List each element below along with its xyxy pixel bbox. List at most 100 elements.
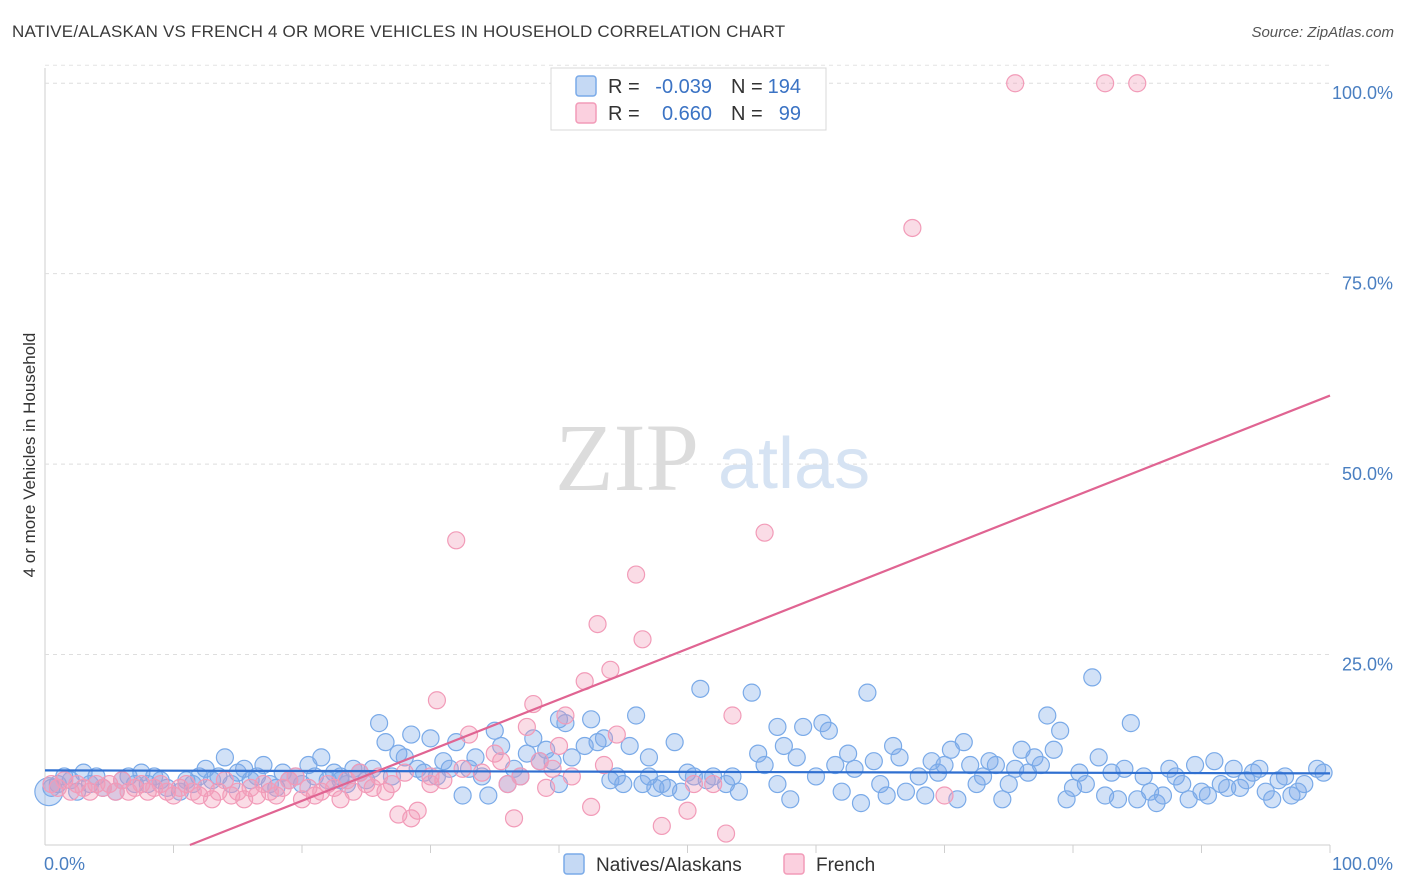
natives-point <box>839 744 858 763</box>
natives-trend-line <box>44 769 1331 775</box>
stats-legend: R = -0.039 N = 194 R = 0.660 N = 99 <box>550 67 827 131</box>
natives-point <box>626 706 646 725</box>
french-point <box>106 782 125 801</box>
natives-point <box>1263 790 1282 809</box>
natives-point <box>826 755 845 775</box>
natives-point <box>877 786 896 805</box>
watermark-zip: ZIP <box>555 404 699 511</box>
french-point <box>453 759 472 778</box>
natives-point <box>543 752 562 771</box>
natives-point <box>935 755 954 775</box>
natives-point <box>864 752 883 771</box>
legend-label-natives: Natives/Alaskans <box>596 855 742 876</box>
legend-swatch-natives-bottom <box>563 853 585 875</box>
legend-r-value: 0.660 <box>662 103 712 125</box>
natives-point <box>832 782 851 801</box>
natives-point <box>1275 767 1295 786</box>
french-point <box>402 809 421 828</box>
french-point <box>723 706 742 725</box>
x-tick-label: 0.0% <box>44 854 85 874</box>
natives-point <box>1256 782 1275 801</box>
french-point <box>704 774 723 794</box>
natives-point <box>806 767 826 786</box>
natives-point <box>1198 786 1218 805</box>
natives-point <box>729 782 749 801</box>
watermark-atlas: atlas <box>718 424 870 504</box>
french-point <box>903 218 922 238</box>
natives-point <box>896 782 916 801</box>
natives-point <box>691 679 710 698</box>
natives-point <box>1076 774 1095 794</box>
natives-point <box>370 714 389 733</box>
natives-point <box>883 736 903 756</box>
natives-point <box>582 710 601 729</box>
natives-point <box>1031 755 1050 775</box>
natives-point <box>890 748 909 767</box>
natives-point <box>768 717 787 737</box>
watermark: ZIP atlas <box>555 404 870 511</box>
natives-point <box>954 733 973 752</box>
french-point <box>607 725 626 744</box>
french-point <box>543 759 562 778</box>
x-tick-marks <box>173 845 1331 853</box>
legend-swatch-french-bottom <box>783 853 805 875</box>
natives-point <box>794 717 813 737</box>
natives-point <box>1237 771 1256 790</box>
french-point <box>556 706 575 725</box>
french-point <box>1096 74 1115 93</box>
legend-n-label: N = <box>731 103 763 125</box>
natives-point <box>774 736 793 756</box>
french-point <box>273 778 292 797</box>
french-point <box>716 824 736 843</box>
natives-point <box>768 774 787 794</box>
french-point <box>504 809 524 828</box>
natives-point <box>819 721 838 740</box>
french-point <box>633 630 652 649</box>
natives-point <box>1295 774 1314 794</box>
french-point <box>472 763 491 782</box>
legend-label-french: French <box>816 855 875 876</box>
french-trend-line <box>189 394 1331 847</box>
french-point <box>421 774 440 794</box>
legend-n-value: 99 <box>779 103 801 125</box>
natives-point <box>742 683 761 702</box>
natives-point <box>479 786 498 805</box>
natives-point <box>1038 706 1057 725</box>
natives-point <box>466 748 485 767</box>
natives-point <box>1230 778 1250 797</box>
natives-point <box>620 736 639 756</box>
legend-r-label: R = <box>608 103 640 125</box>
natives-point <box>1205 752 1224 771</box>
natives-point <box>524 729 543 748</box>
natives-point <box>421 729 440 748</box>
natives-point <box>967 774 986 794</box>
legend-swatch-french <box>575 102 597 124</box>
natives-point <box>440 759 459 778</box>
series-legend: Natives/Alaskans French <box>563 853 875 876</box>
y-tick-label: 50.0% <box>1342 464 1393 484</box>
natives-point <box>254 755 273 775</box>
french-point <box>151 774 170 794</box>
natives-point <box>858 683 877 702</box>
french-point <box>254 774 273 794</box>
x-tick-label: 100.0% <box>1332 854 1393 874</box>
natives-point <box>916 786 935 805</box>
french-point <box>177 774 196 794</box>
natives-point <box>781 790 800 809</box>
chart-title: NATIVE/ALASKAN VS FRENCH 4 OR MORE VEHIC… <box>12 22 786 41</box>
french-point <box>267 786 286 805</box>
french-point <box>678 801 697 820</box>
french-point <box>1006 74 1025 93</box>
natives-point <box>1153 786 1173 805</box>
natives-point <box>639 748 659 767</box>
french-point <box>517 717 536 737</box>
natives-point <box>402 725 421 744</box>
french-point <box>427 691 447 710</box>
natives-point <box>1044 740 1063 759</box>
natives-point <box>755 755 774 775</box>
natives-point <box>492 736 511 756</box>
natives-point <box>1057 790 1076 809</box>
french-point <box>382 774 402 794</box>
legend-r-value: -0.039 <box>655 76 712 98</box>
